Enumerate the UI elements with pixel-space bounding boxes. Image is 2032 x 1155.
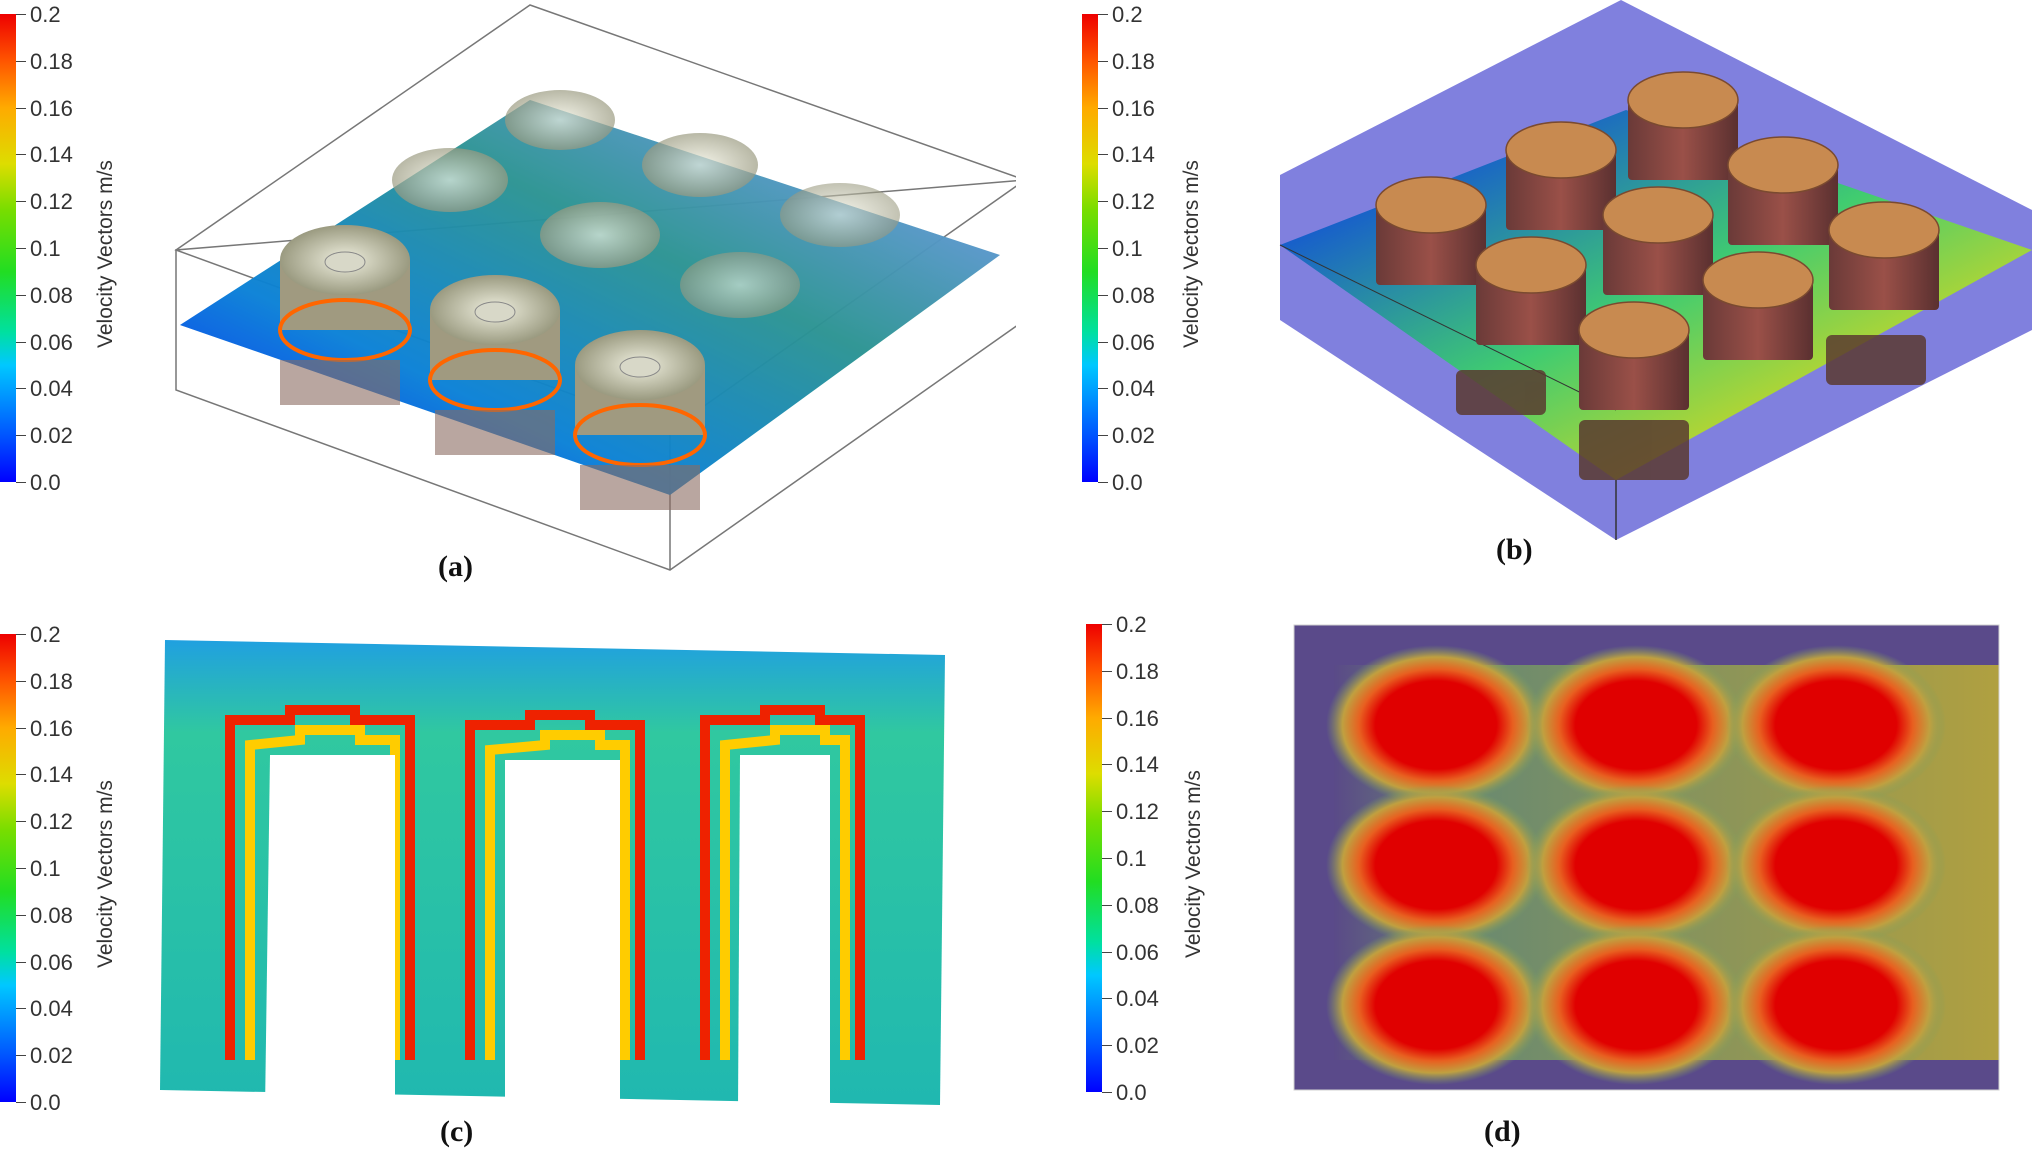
colorbar-tick-label: 0.02 xyxy=(1098,423,1155,449)
simulation-3d-view-b xyxy=(1279,0,2032,540)
colorbar-tick-label: 0.18 xyxy=(1102,658,1159,684)
colorbar-tick-label: 0.08 xyxy=(1098,282,1155,308)
colorbar-tick-label: 0.06 xyxy=(16,949,73,975)
colorbar-tick-label: 0.02 xyxy=(1102,1033,1159,1059)
colorbar-tick-label: 0.2 xyxy=(16,622,61,647)
colorbar-tick-label: 0.04 xyxy=(16,376,73,402)
colorbar-tick-label: 0.06 xyxy=(1102,939,1159,965)
colorbar-tick-label: 0.14 xyxy=(16,762,73,788)
colorbar-tick-label: 0.2 xyxy=(1102,612,1147,637)
colorbar-tick-label: 0.14 xyxy=(1102,752,1159,778)
colorbar-tick-label: 0.2 xyxy=(1098,2,1143,27)
caption-d: (d) xyxy=(1484,1115,1521,1148)
colorbar-tick-label: 0.16 xyxy=(1098,95,1155,121)
colorbar-tick-label: 0.12 xyxy=(1098,189,1155,215)
colorbar-tick-label: 0.02 xyxy=(16,423,73,449)
colorbar-tick-label: 0.2 xyxy=(16,2,61,27)
caption-b: (b) xyxy=(1496,533,1533,566)
colorbar-tick-label: 0.0 xyxy=(16,1090,61,1115)
colorbar-tick-label: 0.02 xyxy=(16,1043,73,1069)
colorbar-tick-label: 0.04 xyxy=(1102,986,1159,1012)
colorbar-a xyxy=(0,14,16,482)
colorbar-tick-label: 0.18 xyxy=(1098,48,1155,74)
colorbar-tick-label: 0.1 xyxy=(16,236,61,261)
colorbar-tick-label: 0.08 xyxy=(1102,892,1159,918)
colorbar-c xyxy=(0,634,16,1102)
colorbar-tick-label: 0.12 xyxy=(1102,799,1159,825)
colorbar-tick-label: 0.04 xyxy=(16,996,73,1022)
colorbar-tick-label: 0.16 xyxy=(16,715,73,741)
colorbar-b xyxy=(1082,14,1098,482)
colorbar-tick-label: 0.06 xyxy=(16,329,73,355)
panel-b: 0.2 0.18 0.16 0.14 0.12 0.1 0.08 0.06 0.04 0.02 0.… xyxy=(1016,0,2032,590)
colorbar-tick-label: 0.16 xyxy=(16,95,73,121)
colorbar-tick-label: 0.1 xyxy=(1098,236,1143,261)
colorbar-tick-label: 0.18 xyxy=(16,668,73,694)
colorbar-d xyxy=(1086,624,1102,1092)
colorbar-tick-label: 0.12 xyxy=(16,809,73,835)
colorbar-tick-label: 0.08 xyxy=(16,902,73,928)
colorbar-tick-label: 0.14 xyxy=(1098,142,1155,168)
colorbar-tick-label: 0.18 xyxy=(16,48,73,74)
colorbar-tick-label: 0.04 xyxy=(1098,376,1155,402)
simulation-slice-c xyxy=(160,640,945,1110)
colorbar-tick-label: 0.0 xyxy=(16,470,61,495)
colorbar-tick-label: 0.0 xyxy=(1098,470,1143,495)
colorbar-tick-label: 0.06 xyxy=(1098,329,1155,355)
caption-c: (c) xyxy=(440,1115,474,1148)
colorbar-tick-label: 0.1 xyxy=(1102,846,1147,871)
panel-d: 0.2 0.18 0.16 0.14 0.12 0.1 0.08 0.06 0.04 0.02 0.… xyxy=(1016,590,2032,1155)
simulation-top-view-d xyxy=(1293,624,2000,1091)
panel-c: 0.2 0.18 0.16 0.14 0.12 0.1 0.08 0.06 0.04 0.02 0.… xyxy=(0,590,1016,1155)
colorbar-tick-label: 0.12 xyxy=(16,189,73,215)
caption-a: (a) xyxy=(438,550,473,583)
colorbar-tick-label: 0.14 xyxy=(16,142,73,168)
colorbar-tick-label: 0.08 xyxy=(16,282,73,308)
colorbar-tick-label: 0.16 xyxy=(1102,705,1159,731)
simulation-3d-view-a xyxy=(174,4,1016,571)
panel-a: 0.2 0.18 0.16 0.14 0.12 0.1 0.08 0.06 0.04 0.02 0.… xyxy=(0,0,1016,590)
colorbar-tick-label: 0.1 xyxy=(16,856,61,881)
colorbar-tick-label: 0.0 xyxy=(1102,1080,1147,1105)
